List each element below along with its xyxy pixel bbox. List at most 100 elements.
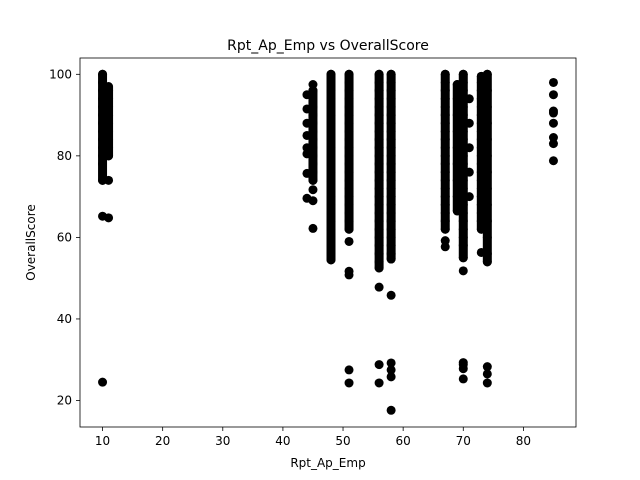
data-point [374, 110, 384, 120]
data-point [308, 196, 318, 206]
data-point [374, 224, 384, 234]
data-point [440, 192, 450, 202]
data-point [374, 69, 384, 79]
data-point [104, 118, 114, 128]
data-point [344, 167, 354, 177]
data-point [374, 183, 384, 193]
data-point [458, 69, 468, 79]
data-point [440, 159, 450, 169]
data-point [104, 126, 114, 136]
data-point [326, 151, 336, 161]
data-point [548, 77, 558, 87]
chart-title: Rpt_Ap_Emp vs OverallScore [227, 38, 429, 54]
data-point [98, 377, 108, 387]
data-point [386, 77, 396, 87]
data-point [386, 290, 396, 300]
data-point [344, 175, 354, 185]
data-point [308, 175, 318, 185]
axes-frame [79, 57, 577, 428]
data-point [374, 208, 384, 218]
data-point [440, 102, 450, 112]
data-point [482, 378, 492, 388]
data-point [458, 200, 468, 210]
data-point [440, 167, 450, 177]
data-point [386, 216, 396, 226]
y-tick-label: 100 [49, 67, 72, 81]
data-point [326, 159, 336, 169]
data-point [344, 151, 354, 161]
data-point [326, 69, 336, 79]
data-point [374, 118, 384, 128]
data-point [476, 159, 486, 169]
data-point [386, 102, 396, 112]
y-tick-label: 80 [57, 149, 72, 163]
data-point [326, 86, 336, 96]
x-tick-label: 80 [516, 434, 531, 448]
data-point [548, 106, 558, 116]
data-point [476, 126, 486, 136]
data-point [326, 208, 336, 218]
data-point [464, 192, 474, 202]
data-point [326, 216, 336, 226]
data-point [344, 86, 354, 96]
data-point [104, 102, 114, 112]
data-point [458, 208, 468, 218]
data-point [464, 94, 474, 104]
data-point [104, 151, 114, 161]
data-point [104, 175, 114, 185]
data-point [458, 77, 468, 87]
data-point [104, 110, 114, 120]
data-point [458, 183, 468, 193]
data-point [374, 257, 384, 267]
data-point [440, 151, 450, 161]
data-point [386, 159, 396, 169]
x-tick-label: 20 [155, 434, 170, 448]
data-point [482, 118, 492, 128]
data-point [482, 86, 492, 96]
data-point [458, 253, 468, 263]
data-point [386, 249, 396, 259]
data-point [326, 192, 336, 202]
data-point [344, 110, 354, 120]
data-point [98, 159, 108, 169]
data-point [548, 156, 558, 166]
x-tick-label: 30 [215, 434, 230, 448]
data-point [344, 69, 354, 79]
data-point [374, 77, 384, 87]
data-point [374, 200, 384, 210]
data-point [98, 69, 108, 79]
data-point [440, 135, 450, 145]
data-point [476, 175, 486, 185]
data-point [344, 143, 354, 153]
data-point [326, 110, 336, 120]
data-point [344, 77, 354, 87]
data-point [308, 126, 318, 136]
data-point [326, 118, 336, 128]
data-point [458, 232, 468, 242]
data-point [326, 135, 336, 145]
data-point [458, 175, 468, 185]
data-point [326, 183, 336, 193]
data-point [344, 200, 354, 210]
data-point [326, 200, 336, 210]
data-point [440, 110, 450, 120]
data-point [374, 151, 384, 161]
data-point [386, 192, 396, 202]
data-point [440, 183, 450, 193]
data-point [548, 118, 558, 128]
data-point [476, 94, 486, 104]
data-point [374, 232, 384, 242]
data-point [308, 223, 318, 233]
data-point [308, 102, 318, 112]
x-axis-label: Rpt_Ap_Emp [290, 456, 365, 470]
data-point [326, 143, 336, 153]
data-point [458, 110, 468, 120]
data-point [482, 369, 492, 379]
data-point [374, 159, 384, 169]
data-point [386, 365, 396, 375]
data-point [386, 175, 396, 185]
data-point [344, 159, 354, 169]
data-point [374, 192, 384, 202]
data-point [344, 126, 354, 136]
